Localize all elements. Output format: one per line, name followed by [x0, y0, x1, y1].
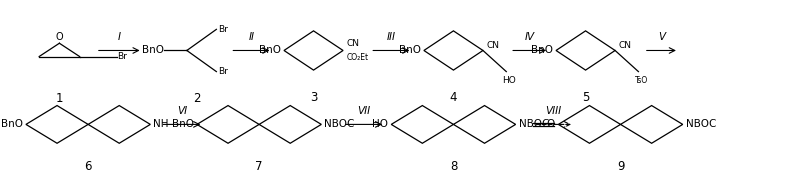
Text: BnO: BnO	[531, 45, 553, 56]
Text: 5: 5	[582, 91, 590, 104]
Text: 9: 9	[617, 160, 624, 172]
Text: VII: VII	[358, 106, 370, 116]
Text: CN: CN	[486, 41, 499, 50]
Text: IV: IV	[525, 32, 534, 42]
Text: NBOC: NBOC	[686, 119, 716, 129]
Text: HO: HO	[502, 76, 516, 85]
Text: 6: 6	[84, 160, 92, 172]
Text: 7: 7	[255, 160, 263, 172]
Text: CN: CN	[346, 39, 359, 48]
Text: BnO: BnO	[398, 45, 421, 56]
Text: 2: 2	[194, 92, 201, 105]
Text: VIII: VIII	[546, 106, 562, 116]
Text: NBOC: NBOC	[325, 119, 354, 129]
Text: CN: CN	[618, 41, 631, 50]
Text: O: O	[546, 119, 554, 129]
Text: 1: 1	[56, 92, 63, 105]
Text: BnO: BnO	[142, 45, 163, 56]
Text: BnO: BnO	[172, 119, 194, 129]
Text: II: II	[248, 32, 254, 42]
Text: BnO: BnO	[259, 45, 281, 56]
Text: TsO: TsO	[634, 76, 648, 85]
Text: HO: HO	[372, 119, 388, 129]
Text: NBOC: NBOC	[518, 119, 549, 129]
Text: Br: Br	[218, 25, 228, 34]
Text: O: O	[55, 33, 63, 42]
Text: Br: Br	[117, 52, 126, 61]
Text: NH: NH	[154, 119, 169, 129]
Text: I: I	[118, 32, 121, 42]
Text: Br: Br	[218, 67, 228, 76]
Text: 3: 3	[310, 91, 318, 104]
Text: BnO: BnO	[1, 119, 23, 129]
Text: III: III	[386, 32, 396, 42]
Text: 8: 8	[450, 160, 457, 172]
Text: CO₂Et: CO₂Et	[346, 53, 368, 62]
Text: 4: 4	[450, 91, 457, 104]
Text: VI: VI	[177, 106, 187, 116]
Text: V: V	[658, 32, 665, 42]
